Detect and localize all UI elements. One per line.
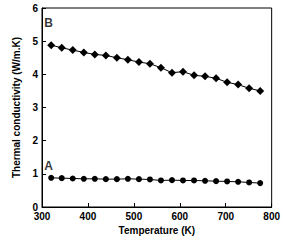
svg-text:1: 1 — [32, 168, 38, 179]
svg-text:Temperature (K): Temperature (K) — [119, 225, 196, 236]
svg-text:A: A — [44, 159, 53, 173]
svg-text:6: 6 — [32, 3, 38, 14]
svg-text:Thermal conductivity (W/m.K): Thermal conductivity (W/m.K) — [11, 37, 22, 178]
svg-text:0: 0 — [32, 201, 38, 213]
svg-text:800: 800 — [263, 211, 280, 222]
svg-text:4: 4 — [32, 69, 38, 80]
svg-text:3: 3 — [32, 102, 38, 113]
svg-text:500: 500 — [126, 211, 143, 222]
svg-text:300: 300 — [34, 211, 51, 222]
svg-text:2: 2 — [32, 135, 38, 146]
svg-text:400: 400 — [80, 211, 97, 222]
svg-text:600: 600 — [171, 211, 188, 222]
svg-text:700: 700 — [217, 211, 234, 222]
svg-text:B: B — [44, 16, 53, 30]
svg-text:5: 5 — [32, 36, 38, 47]
